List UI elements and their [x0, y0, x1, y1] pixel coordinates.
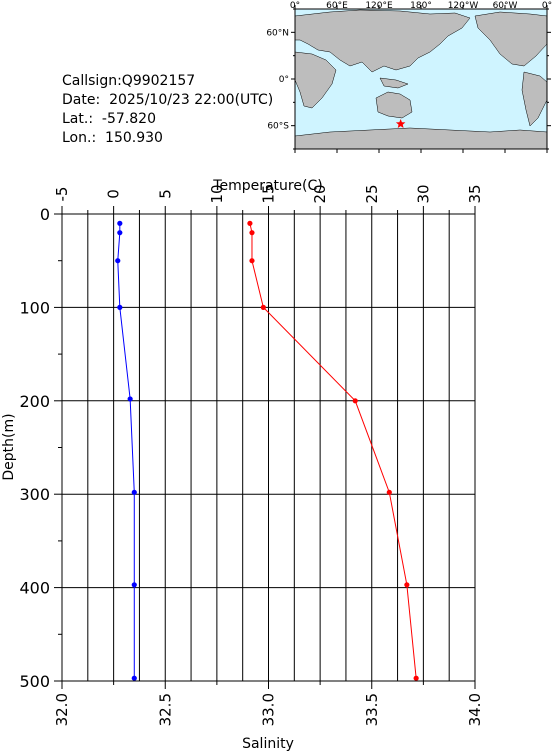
station-marker [395, 118, 406, 129]
depth-tick-label: 300 [19, 485, 50, 504]
temperature-data-point [260, 304, 266, 310]
salinity-data-point [127, 396, 133, 402]
chart-grid [61, 213, 476, 682]
temperature-tick-label: 10 [208, 184, 226, 203]
salinity-tick-label: 34.0 [466, 693, 484, 726]
depth-tick-label: 0 [40, 205, 50, 224]
temperature-tick-label: 15 [260, 184, 278, 203]
temperature-tick-label: 25 [363, 184, 381, 203]
temperature-data-point [352, 398, 358, 404]
map-ticks [291, 5, 551, 153]
map-lon-label: 0° [290, 1, 300, 11]
salinity-data-point [117, 230, 123, 236]
depth-tick-label: 500 [19, 672, 50, 691]
temperature-data-point [404, 582, 410, 588]
temperature-data-point [386, 489, 392, 495]
map-lon-label: 120°W [448, 1, 479, 11]
temperature-data-point [249, 230, 255, 236]
map-lon-label: 60°E [326, 1, 348, 11]
map-land [294, 9, 548, 150]
temperature-data-point [249, 258, 255, 264]
latitude-text: Lat.: -57.820 [62, 111, 156, 127]
station-star-icon [395, 118, 406, 129]
africa-landmass [294, 51, 337, 109]
indonesia-landmass [379, 77, 409, 89]
map-lon-label: 120°E [365, 1, 393, 11]
salinity-profile-line [117, 223, 135, 679]
salinity-axis-label: Salinity [242, 736, 294, 751]
chart-series [115, 220, 419, 681]
temperature-data-point [413, 675, 419, 681]
temperature-tick-label: 0 [105, 189, 123, 199]
south-america-landmass [521, 71, 548, 127]
salinity-data-point [115, 258, 121, 264]
location-map: 0° 60°E 120°E 180° 120°W 60°W 0° 60°N 0° 60°S [266, 1, 552, 153]
temperature-profile-line [249, 223, 417, 679]
depth-axis-label: Depth(m) [1, 413, 17, 480]
salinity-data-point [131, 489, 137, 495]
salinity-tick-label: 33.0 [260, 693, 278, 726]
temperature-tick-label: 35 [466, 184, 484, 203]
north-america-landmass [474, 11, 548, 67]
salinity-data-point [131, 582, 137, 588]
temperature-tick-label: 5 [156, 189, 174, 199]
salinity-data-point [117, 304, 123, 310]
date-text: Date: 2025/10/23 22:00(UTC) [62, 92, 274, 108]
map-lat-label: 60°N [266, 28, 289, 38]
australia-landmass [375, 91, 413, 119]
salinity-tick-label: 32.0 [53, 693, 71, 726]
map-lon-label: 180° [410, 1, 432, 11]
callsign-text: Callsign:Q9902157 [62, 73, 196, 89]
salinity-data-point [117, 220, 123, 226]
map-lon-label: 0° [542, 1, 552, 11]
depth-tick-label: 200 [19, 392, 50, 411]
map-labels: 0° 60°E 120°E 180° 120°W 60°W 0° 60°N 0° 60°S [266, 1, 552, 132]
longitude-text: Lon.: 150.930 [62, 130, 163, 146]
temperature-tick-label: 30 [414, 184, 432, 203]
temperature-tick-label: 20 [311, 184, 329, 203]
salinity-tick-label: 33.5 [363, 693, 381, 726]
station-info: Callsign:Q9902157 Date: 2025/10/23 22:00… [62, 72, 273, 148]
temperature-data-point [247, 220, 253, 226]
temperature-tick-label: -5 [53, 187, 71, 202]
salinity-tick-label: 32.5 [156, 693, 174, 726]
map-lat-label: 0° [279, 75, 289, 85]
depth-tick-label: 100 [19, 298, 50, 317]
temperature-axis-label: Temperature(C) [212, 178, 322, 194]
map-lat-label: 60°S [267, 122, 289, 132]
salinity-data-point [131, 675, 137, 681]
map-lon-label: 60°W [493, 1, 518, 11]
eurasia-landmass [294, 9, 471, 73]
depth-tick-label: 400 [19, 579, 50, 598]
